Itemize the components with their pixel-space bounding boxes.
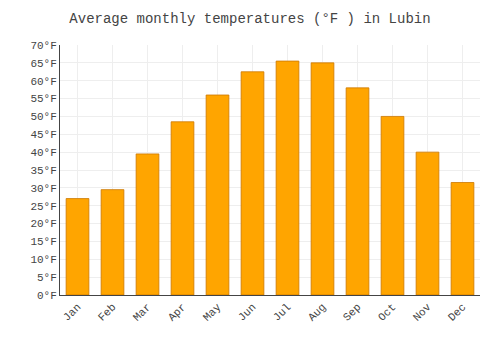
svg-text:15°F: 15°F [30,236,56,248]
svg-text:35°F: 35°F [30,165,56,177]
svg-text:25°F: 25°F [30,201,56,213]
svg-text:60°F: 60°F [30,76,56,88]
svg-text:10°F: 10°F [30,254,56,266]
svg-text:Jul: Jul [271,301,293,323]
svg-text:May: May [201,301,224,324]
svg-text:Apr: Apr [166,301,188,323]
svg-text:Aug: Aug [306,301,328,323]
svg-text:40°F: 40°F [30,147,56,159]
svg-text:Average monthly temperatures (: Average monthly temperatures (°F ) in Lu… [69,11,430,27]
svg-text:0°F: 0°F [37,290,57,302]
svg-text:70°F: 70°F [30,40,56,52]
svg-text:Nov: Nov [411,301,434,324]
svg-text:65°F: 65°F [30,58,56,70]
svg-text:20°F: 20°F [30,218,56,230]
svg-text:55°F: 55°F [30,93,56,105]
svg-text:Sep: Sep [341,301,363,323]
svg-text:Oct: Oct [376,301,398,323]
svg-text:Jun: Jun [236,301,258,323]
svg-text:5°F: 5°F [37,272,57,284]
svg-text:30°F: 30°F [30,183,56,195]
svg-text:Mar: Mar [131,301,153,323]
svg-text:Jan: Jan [61,301,83,323]
svg-text:50°F: 50°F [30,111,56,123]
svg-text:Dec: Dec [446,301,468,323]
svg-text:Feb: Feb [96,301,118,323]
svg-text:45°F: 45°F [30,129,56,141]
